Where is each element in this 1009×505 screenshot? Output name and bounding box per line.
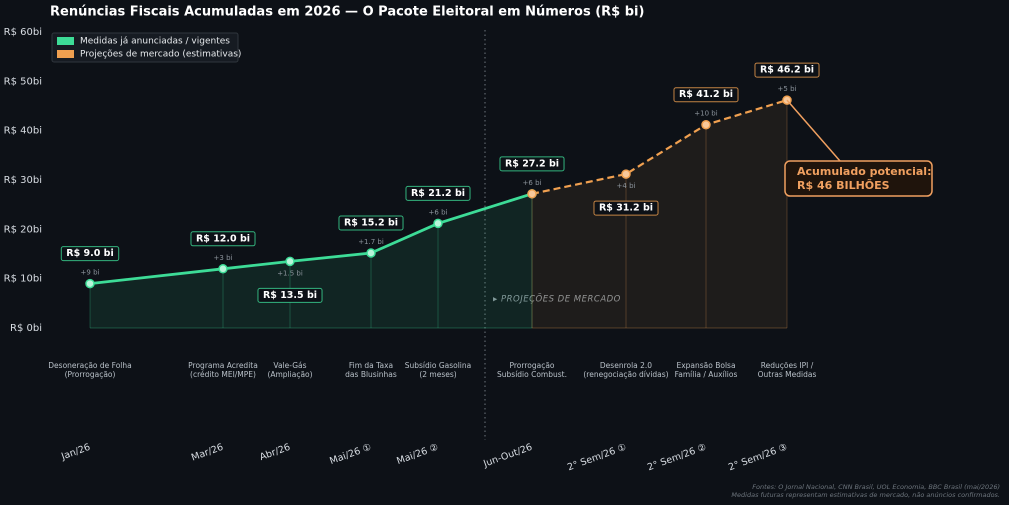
point bbox=[366, 248, 376, 258]
legend-swatch bbox=[57, 50, 74, 58]
value-label-box bbox=[190, 231, 256, 247]
description: Expansão Bolsa bbox=[676, 361, 735, 370]
description: (renegociação dívidas) bbox=[583, 370, 668, 379]
x-tick-label: Mar/26 bbox=[190, 442, 225, 464]
legend-swatch bbox=[57, 37, 74, 45]
value-label: R$ 27.2 bi bbox=[505, 158, 559, 169]
point bbox=[218, 264, 228, 274]
value-label-box bbox=[593, 200, 659, 216]
y-tick-label: R$ 0bi bbox=[10, 323, 42, 334]
value-label-box bbox=[257, 287, 323, 303]
value-label-box bbox=[754, 62, 820, 78]
x-tick-label: 2° Sem/26 ① bbox=[566, 442, 628, 473]
increment-label: +6 bi bbox=[429, 208, 448, 216]
y-tick-label: R$ 50bi bbox=[4, 76, 42, 87]
description: (Ampliação) bbox=[267, 370, 312, 379]
value-label-box bbox=[338, 215, 404, 231]
increment-label: +5 bi bbox=[778, 85, 797, 93]
source: Fontes: O Jornal Nacional, CNN Brasil, U… bbox=[752, 483, 1000, 491]
increment-label: +3 bi bbox=[214, 254, 233, 262]
description: (crédito MEI/MPE) bbox=[190, 370, 256, 379]
y-tick-label: R$ 30bi bbox=[4, 175, 42, 186]
value-label: R$ 13.5 bi bbox=[263, 290, 317, 301]
value-label: R$ 46.2 bi bbox=[760, 65, 814, 76]
x-tick-label: Mai/26 ② bbox=[395, 442, 440, 467]
value-label-box bbox=[60, 246, 120, 262]
point bbox=[285, 256, 295, 267]
series-line bbox=[89, 192, 533, 285]
description: Família / Auxílios bbox=[675, 370, 738, 379]
value-label-box bbox=[673, 87, 739, 103]
callout-text: Acumulado potencial: bbox=[797, 165, 931, 178]
point bbox=[621, 169, 631, 179]
value-label: R$ 21.2 bi bbox=[411, 188, 465, 199]
y-tick-label: R$ 40bi bbox=[4, 126, 42, 137]
description: Reduções IPI / bbox=[761, 361, 814, 370]
value-label: R$ 31.2 bi bbox=[599, 203, 653, 214]
y-tick-label: R$ 20bi bbox=[4, 224, 42, 235]
description: Prorrogação bbox=[509, 361, 554, 370]
increment-label: +1.7 bi bbox=[358, 238, 384, 246]
x-tick-label: Jun-Out/26 bbox=[481, 442, 534, 470]
value-label-box bbox=[499, 156, 565, 172]
description: Programa Acredita bbox=[188, 361, 258, 370]
series-line bbox=[531, 99, 788, 195]
increment-label: +1.5 bi bbox=[277, 269, 303, 277]
value-label: R$ 41.2 bi bbox=[679, 89, 733, 100]
projection-note: ▸ PROJEÇÕES DE MERCADO bbox=[493, 293, 621, 305]
point bbox=[85, 278, 95, 289]
description: Subsídio Gasolina bbox=[405, 361, 472, 370]
x-tick-label: 2° Sem/26 ② bbox=[646, 442, 708, 473]
value-label: R$ 9.0 bi bbox=[66, 248, 113, 259]
increment-label: +4 bi bbox=[617, 182, 636, 190]
description: Vale-Gás bbox=[273, 361, 306, 370]
y-tick-label: R$ 10bi bbox=[4, 274, 42, 285]
point bbox=[527, 189, 537, 199]
value-label-box bbox=[405, 185, 471, 201]
point bbox=[701, 119, 711, 130]
description: Outras Medidas bbox=[758, 370, 817, 379]
legend: Medidas já anunciadas / vigentes Projeçõe… bbox=[51, 32, 241, 63]
value-label: R$ 12.0 bi bbox=[196, 233, 250, 244]
description: Desoneração de Folha bbox=[48, 361, 131, 370]
increment-label: +6 bi bbox=[523, 179, 542, 187]
description: (Prorrogação) bbox=[65, 370, 116, 379]
chart-title: Renúncias Fiscais Acumuladas em 2026 — O… bbox=[50, 5, 644, 20]
x-tick-label: Jan/26 bbox=[59, 442, 92, 463]
increment-label: +10 bi bbox=[694, 110, 717, 118]
area bbox=[90, 193, 532, 328]
x-tick-label: Mai/26 ① bbox=[328, 442, 373, 467]
x-tick-label: 2° Sem/26 ③ bbox=[727, 442, 789, 473]
description: Subsídio Combust. bbox=[497, 370, 567, 379]
description: (2 meses) bbox=[419, 370, 456, 379]
y-tick-label: R$ 60bi bbox=[4, 27, 42, 38]
callout-arrow bbox=[786, 99, 841, 162]
area bbox=[532, 100, 787, 328]
value-label: R$ 15.2 bi bbox=[344, 218, 398, 229]
increment-label: +9 bi bbox=[81, 269, 100, 277]
description: das Blusinhas bbox=[345, 370, 397, 379]
point bbox=[433, 218, 443, 229]
legend-box bbox=[51, 32, 239, 63]
legend-label: Projeções de mercado (estimativas) bbox=[80, 50, 241, 60]
description: Fim da Taxa bbox=[349, 361, 393, 370]
source: Medidas futuras representam estimativas … bbox=[731, 491, 1000, 499]
callout-box bbox=[784, 160, 933, 197]
legend-label: Medidas já anunciadas / vigentes bbox=[80, 37, 230, 47]
callout-text: R$ 46 BILHÕES bbox=[797, 179, 890, 192]
x-tick-label: Abr/26 bbox=[258, 442, 292, 463]
description: Desenrola 2.0 bbox=[600, 361, 652, 370]
